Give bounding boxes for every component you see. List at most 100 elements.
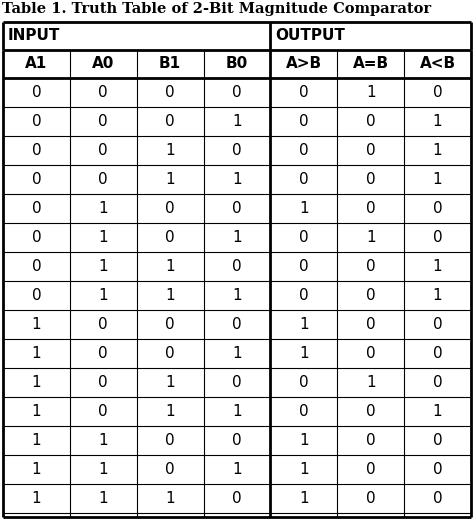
- Text: 1: 1: [366, 230, 375, 245]
- Text: 1: 1: [299, 433, 309, 448]
- Text: 0: 0: [299, 114, 309, 129]
- Text: A0: A0: [92, 57, 115, 71]
- Text: 0: 0: [232, 259, 242, 274]
- Text: 0: 0: [99, 404, 108, 419]
- Text: A<B: A<B: [419, 57, 456, 71]
- Text: 1: 1: [165, 375, 175, 390]
- Text: 0: 0: [232, 317, 242, 332]
- Text: 1: 1: [99, 230, 108, 245]
- Text: 0: 0: [165, 346, 175, 361]
- Text: 0: 0: [32, 259, 41, 274]
- Text: 1: 1: [433, 143, 442, 158]
- Text: 0: 0: [366, 346, 375, 361]
- Text: 0: 0: [32, 143, 41, 158]
- Text: 0: 0: [433, 491, 442, 506]
- Text: 0: 0: [165, 114, 175, 129]
- Text: 0: 0: [366, 433, 375, 448]
- Text: 0: 0: [299, 375, 309, 390]
- Text: 0: 0: [232, 85, 242, 100]
- Text: 1: 1: [232, 230, 242, 245]
- Text: 1: 1: [299, 462, 309, 477]
- Text: 1: 1: [99, 433, 108, 448]
- Text: 0: 0: [433, 375, 442, 390]
- Text: 1: 1: [299, 491, 309, 506]
- Text: 1: 1: [32, 317, 41, 332]
- Text: 1: 1: [299, 346, 309, 361]
- Text: 0: 0: [165, 85, 175, 100]
- Text: 0: 0: [165, 433, 175, 448]
- Text: 1: 1: [99, 201, 108, 216]
- Text: 1: 1: [232, 404, 242, 419]
- Text: 0: 0: [433, 433, 442, 448]
- Text: 1: 1: [433, 259, 442, 274]
- Text: 1: 1: [32, 375, 41, 390]
- Text: 1: 1: [165, 288, 175, 303]
- Text: 1: 1: [99, 259, 108, 274]
- Text: Table 1. Truth Table of 2-Bit Magnitude Comparator: Table 1. Truth Table of 2-Bit Magnitude …: [2, 2, 431, 16]
- Text: 0: 0: [165, 230, 175, 245]
- Text: B1: B1: [159, 57, 181, 71]
- Text: INPUT: INPUT: [8, 29, 60, 44]
- Text: 1: 1: [99, 288, 108, 303]
- Text: 1: 1: [32, 433, 41, 448]
- Text: 0: 0: [299, 404, 309, 419]
- Text: 0: 0: [366, 462, 375, 477]
- Text: 1: 1: [232, 462, 242, 477]
- Text: 0: 0: [366, 259, 375, 274]
- Text: 0: 0: [366, 288, 375, 303]
- Text: 0: 0: [299, 259, 309, 274]
- Text: 0: 0: [232, 491, 242, 506]
- Text: 0: 0: [366, 201, 375, 216]
- Text: 1: 1: [299, 317, 309, 332]
- Text: 0: 0: [32, 230, 41, 245]
- Text: 0: 0: [99, 114, 108, 129]
- Text: 1: 1: [32, 491, 41, 506]
- Text: 1: 1: [232, 288, 242, 303]
- Text: 1: 1: [99, 491, 108, 506]
- Text: 1: 1: [366, 85, 375, 100]
- Text: 0: 0: [99, 375, 108, 390]
- Text: 0: 0: [433, 201, 442, 216]
- Text: 0: 0: [232, 375, 242, 390]
- Text: 1: 1: [32, 462, 41, 477]
- Text: 1: 1: [299, 201, 309, 216]
- Text: 0: 0: [433, 85, 442, 100]
- Text: 0: 0: [165, 201, 175, 216]
- Text: 0: 0: [366, 143, 375, 158]
- Text: A>B: A>B: [286, 57, 322, 71]
- Text: 1: 1: [232, 172, 242, 187]
- Text: 0: 0: [32, 172, 41, 187]
- Text: 1: 1: [165, 404, 175, 419]
- Text: 0: 0: [99, 317, 108, 332]
- Text: 0: 0: [232, 433, 242, 448]
- Text: 0: 0: [99, 85, 108, 100]
- Text: 1: 1: [165, 259, 175, 274]
- Text: 0: 0: [433, 317, 442, 332]
- Text: 0: 0: [433, 230, 442, 245]
- Text: 0: 0: [366, 114, 375, 129]
- Text: 1: 1: [433, 404, 442, 419]
- Text: 0: 0: [99, 172, 108, 187]
- Text: 1: 1: [433, 288, 442, 303]
- Text: 0: 0: [232, 143, 242, 158]
- Text: 0: 0: [366, 404, 375, 419]
- Text: 1: 1: [99, 462, 108, 477]
- Text: 0: 0: [165, 462, 175, 477]
- Text: OUTPUT: OUTPUT: [275, 29, 345, 44]
- Text: 0: 0: [299, 230, 309, 245]
- Text: 1: 1: [165, 143, 175, 158]
- Text: 1: 1: [433, 172, 442, 187]
- Text: 1: 1: [232, 114, 242, 129]
- Text: 0: 0: [32, 288, 41, 303]
- Text: 0: 0: [433, 346, 442, 361]
- Text: 1: 1: [165, 491, 175, 506]
- Text: 0: 0: [299, 288, 309, 303]
- Text: 1: 1: [232, 346, 242, 361]
- Text: 0: 0: [299, 143, 309, 158]
- Text: 1: 1: [165, 172, 175, 187]
- Text: B0: B0: [226, 57, 248, 71]
- Text: 0: 0: [32, 201, 41, 216]
- Text: 0: 0: [232, 201, 242, 216]
- Text: 1: 1: [32, 404, 41, 419]
- Text: 0: 0: [165, 317, 175, 332]
